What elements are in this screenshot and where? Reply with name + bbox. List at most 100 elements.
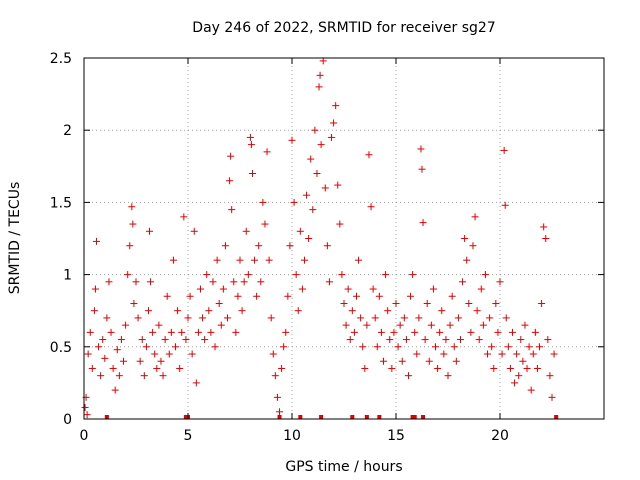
data-point (386, 336, 394, 344)
data-point (396, 321, 404, 329)
data-point (221, 242, 229, 250)
data-point (536, 343, 544, 351)
data-point (244, 271, 252, 279)
plot-frame (83, 57, 605, 420)
data-point (316, 71, 324, 79)
data-point (149, 328, 157, 336)
data-point (471, 213, 479, 221)
x-axis-label: GPS time / hours (285, 459, 402, 475)
data-point (213, 256, 221, 264)
data-point (186, 292, 194, 300)
data-point (292, 271, 300, 279)
data-point (361, 364, 369, 372)
data-point (101, 354, 109, 362)
data-point (459, 278, 467, 286)
data-point (523, 364, 531, 372)
data-point (192, 379, 200, 387)
y-tick-label: 1.5 (50, 195, 72, 211)
chart-title: Day 246 of 2022, SRMTID for receiver sg2… (192, 20, 495, 36)
data-point (230, 278, 238, 286)
data-point (288, 136, 296, 144)
data-point (498, 350, 506, 358)
data-point (542, 235, 550, 242)
data-point (138, 336, 146, 344)
data-point (126, 242, 134, 250)
data-point (515, 372, 523, 380)
data-point (142, 343, 150, 351)
data-point (247, 141, 255, 149)
grid (84, 58, 604, 419)
data-point (282, 328, 290, 336)
data-point (128, 203, 136, 211)
data-point (521, 321, 529, 329)
data-point (365, 151, 373, 159)
data-point (409, 271, 417, 279)
data-point (207, 328, 215, 336)
data-point (513, 350, 521, 358)
data-point (440, 350, 448, 358)
data-point (263, 148, 271, 156)
data-point (269, 350, 277, 358)
data-point (454, 314, 462, 322)
data-point (415, 314, 423, 322)
data-point (165, 350, 173, 358)
zero-value-point (350, 415, 355, 419)
data-point (267, 314, 275, 322)
data-point (303, 191, 311, 199)
data-point (90, 307, 98, 315)
data-point (417, 145, 425, 153)
data-point (469, 242, 477, 250)
data-point (159, 372, 167, 380)
data-point (83, 411, 91, 419)
data-point (463, 256, 471, 264)
data-point (236, 256, 244, 264)
data-point (527, 386, 535, 394)
data-point (290, 198, 298, 206)
data-point (130, 299, 138, 307)
data-point (519, 357, 527, 365)
data-point (129, 220, 137, 228)
data-point (550, 350, 558, 358)
data-point (348, 307, 356, 315)
data-point (188, 350, 196, 358)
zero-value-point (364, 415, 369, 419)
data-point (91, 285, 99, 293)
y-tick-label: 2 (63, 123, 72, 139)
data-point (517, 336, 525, 344)
data-point (501, 201, 509, 209)
data-point (377, 328, 385, 336)
data-point (400, 314, 408, 322)
data-point (109, 364, 117, 372)
data-point (144, 307, 152, 315)
data-point (172, 343, 180, 351)
data-point (261, 220, 269, 228)
data-point (475, 336, 483, 344)
data-point (219, 285, 227, 293)
data-point (184, 314, 192, 322)
data-point (224, 314, 232, 322)
data-point (226, 177, 234, 185)
data-point (346, 336, 354, 344)
data-point (88, 364, 96, 372)
data-point (255, 242, 263, 250)
data-point (180, 213, 188, 221)
data-point (201, 336, 209, 344)
data-point (369, 285, 377, 293)
data-point (146, 227, 154, 235)
data-point (311, 126, 319, 134)
data-point (99, 336, 107, 344)
data-point (432, 343, 440, 351)
data-point (199, 314, 207, 322)
data-point (531, 328, 539, 336)
data-point (190, 227, 198, 235)
data-point (211, 343, 219, 351)
data-point (450, 343, 458, 351)
data-point (357, 314, 365, 322)
data-point (115, 372, 123, 380)
data-point (238, 307, 246, 315)
data-point (467, 328, 475, 336)
data-point (147, 278, 155, 286)
data-point (421, 336, 429, 344)
data-point (504, 343, 512, 351)
data-point (332, 102, 340, 110)
